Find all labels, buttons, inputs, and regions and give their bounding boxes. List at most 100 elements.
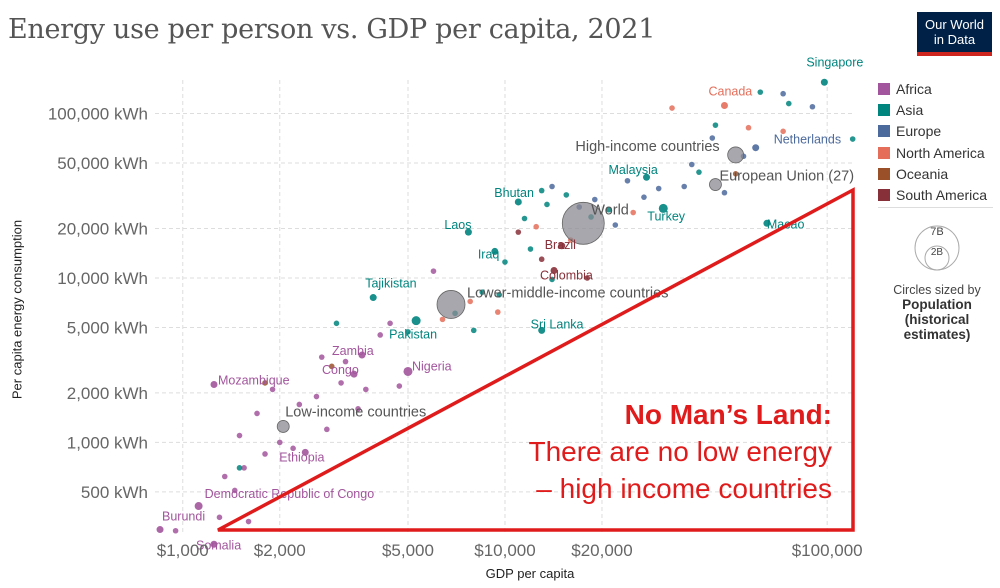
data-point-europe[interactable] <box>780 90 786 97</box>
data-point-africa[interactable] <box>290 445 296 452</box>
data-point-africa[interactable] <box>231 487 238 494</box>
data-point-africa[interactable] <box>338 380 344 386</box>
data-point-asia[interactable] <box>527 246 534 252</box>
data-point-africa[interactable] <box>377 332 384 338</box>
data-point-asia[interactable] <box>479 289 486 295</box>
legend-item-asia[interactable]: Asia <box>878 99 998 120</box>
data-point-africa[interactable] <box>355 406 361 412</box>
data-point-tajikistan[interactable] <box>369 294 377 302</box>
data-point-north-america[interactable] <box>533 223 539 230</box>
data-point-africa[interactable] <box>342 358 349 365</box>
data-point-asia[interactable] <box>521 215 528 222</box>
data-point-africa[interactable] <box>236 432 243 439</box>
data-point-africa[interactable] <box>221 473 228 480</box>
data-point-asia[interactable] <box>470 327 477 334</box>
data-point-congo[interactable] <box>350 370 358 378</box>
aggregate-point-low-income-countries[interactable] <box>276 420 290 433</box>
data-point-oceania[interactable] <box>328 363 335 370</box>
data-point-africa[interactable] <box>216 514 223 521</box>
data-point-north-america[interactable] <box>467 298 474 305</box>
data-point-north-america[interactable] <box>780 128 786 135</box>
aggregate-point-lower-middle-income-countries[interactable] <box>436 290 466 319</box>
data-point-north-america[interactable] <box>630 209 636 216</box>
data-point-north-america[interactable] <box>745 124 752 131</box>
data-point-africa[interactable] <box>172 527 179 534</box>
data-point-africa[interactable] <box>396 383 403 389</box>
data-point-north-america[interactable] <box>439 316 446 323</box>
data-point-south-america[interactable] <box>538 256 545 263</box>
data-point-africa[interactable] <box>324 426 330 433</box>
legend-item-europe[interactable]: Europe <box>878 121 998 142</box>
data-point-pakistan[interactable] <box>411 316 421 326</box>
data-point-europe[interactable] <box>591 196 598 203</box>
data-point-africa[interactable] <box>241 465 247 471</box>
data-point-africa[interactable] <box>276 439 283 446</box>
data-point-north-america[interactable] <box>669 105 675 111</box>
data-point-africa[interactable] <box>262 451 268 457</box>
data-point-asia[interactable] <box>496 291 503 298</box>
data-point-africa[interactable] <box>269 386 276 393</box>
data-point-europe[interactable] <box>549 183 555 190</box>
data-point-asia[interactable] <box>757 89 764 95</box>
data-point-africa[interactable] <box>296 401 303 408</box>
data-point-south-america[interactable] <box>584 275 591 281</box>
legend-item-africa[interactable]: Africa <box>878 78 998 99</box>
data-point-netherlands[interactable] <box>752 144 760 152</box>
data-point-bhutan[interactable] <box>514 198 522 206</box>
data-point-europe[interactable] <box>612 222 619 228</box>
data-point-mozambique[interactable] <box>210 380 218 388</box>
data-point-asia[interactable] <box>696 169 702 175</box>
data-point-africa[interactable] <box>387 320 393 327</box>
data-point-africa[interactable] <box>313 393 320 400</box>
data-point-asia[interactable] <box>405 329 411 335</box>
data-point-laos[interactable] <box>464 228 472 236</box>
data-point-brazil[interactable] <box>558 242 566 250</box>
data-point-asia[interactable] <box>785 100 792 107</box>
data-point-asia[interactable] <box>563 192 570 198</box>
data-point-zambia[interactable] <box>358 351 366 359</box>
data-point-africa[interactable] <box>430 268 437 274</box>
data-point-canada[interactable] <box>720 101 728 109</box>
aggregate-point-european-union-27[interactable] <box>709 178 722 191</box>
data-point-asia[interactable] <box>712 122 719 128</box>
data-point-asia[interactable] <box>236 465 243 471</box>
data-point-somalia[interactable] <box>210 540 218 548</box>
data-point-europe[interactable] <box>721 189 728 196</box>
data-point-democratic-republic-of-congo[interactable] <box>194 502 203 511</box>
data-point-asia[interactable] <box>538 187 545 194</box>
data-point-africa[interactable] <box>254 410 260 417</box>
data-point-south-america[interactable] <box>515 229 522 235</box>
data-point-asia[interactable] <box>849 136 856 142</box>
data-point-africa[interactable] <box>318 354 325 360</box>
data-point-colombia[interactable] <box>550 267 558 275</box>
data-point-asia[interactable] <box>502 259 508 265</box>
aggregate-point-world[interactable] <box>561 201 605 245</box>
data-point-asia[interactable] <box>605 206 612 213</box>
legend-item-north-america[interactable]: North America <box>878 142 998 163</box>
aggregate-point-high-income-countries[interactable] <box>727 146 745 164</box>
data-point-africa[interactable] <box>363 386 369 393</box>
data-point-europe[interactable] <box>681 183 688 190</box>
data-point-asia[interactable] <box>549 276 555 283</box>
legend-item-oceania[interactable]: Oceania <box>878 163 998 184</box>
data-point-ethiopia[interactable] <box>301 448 309 456</box>
data-point-macao[interactable] <box>763 219 771 227</box>
data-point-europe[interactable] <box>688 161 695 168</box>
data-point-europe[interactable] <box>709 135 716 141</box>
data-point-sri-lanka[interactable] <box>538 326 546 334</box>
data-point-asia[interactable] <box>544 201 550 208</box>
data-point-burundi[interactable] <box>156 526 164 534</box>
data-point-singapore[interactable] <box>820 78 828 86</box>
data-point-malaysia[interactable] <box>643 173 651 181</box>
owid-logo[interactable]: Our World in Data <box>917 12 992 56</box>
data-point-turkey[interactable] <box>658 203 668 213</box>
data-point-europe[interactable] <box>624 177 631 184</box>
data-point-north-america[interactable] <box>494 309 501 315</box>
data-point-europe[interactable] <box>641 194 647 200</box>
data-point-oceania[interactable] <box>732 171 739 177</box>
data-point-iraq[interactable] <box>491 247 499 255</box>
data-point-europe[interactable] <box>655 185 662 192</box>
data-point-africa[interactable] <box>245 518 252 525</box>
data-point-asia[interactable] <box>333 320 340 327</box>
data-point-oceania[interactable] <box>262 380 268 386</box>
